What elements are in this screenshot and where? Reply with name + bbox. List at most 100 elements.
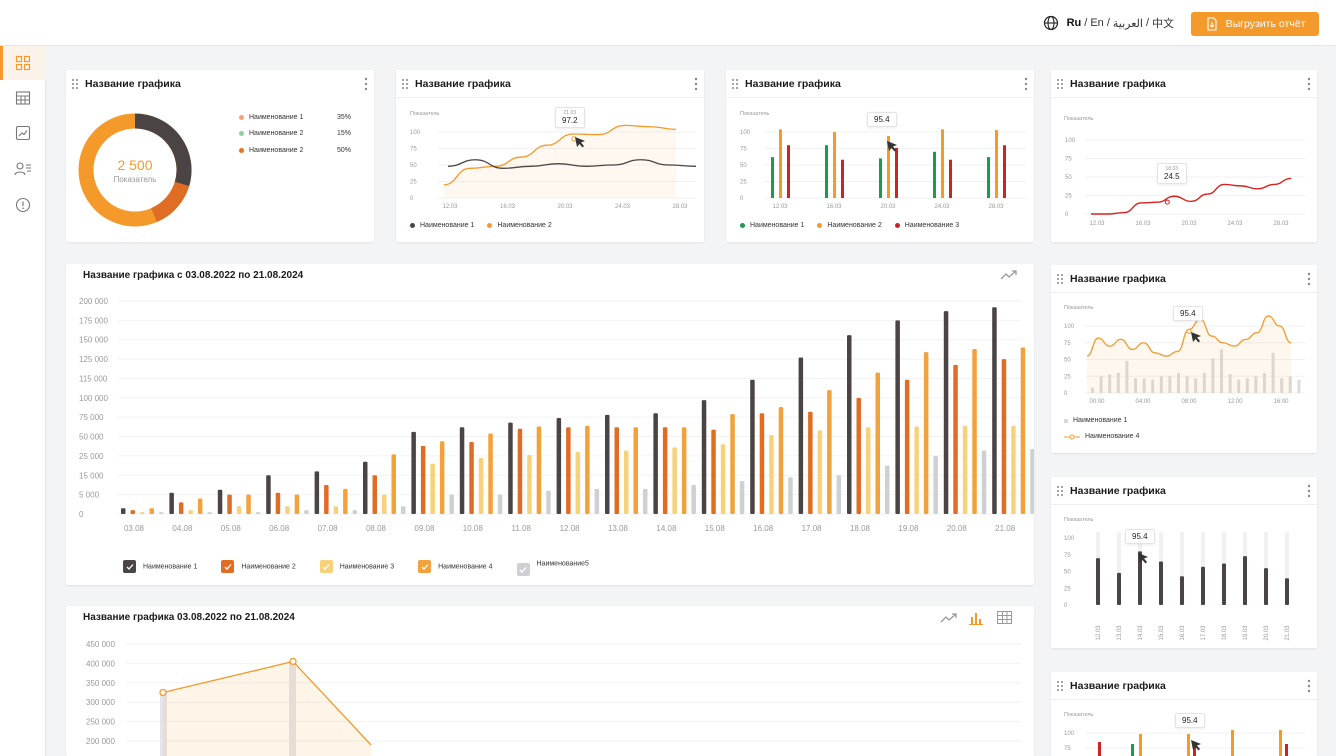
kebab-menu-icon[interactable]: [1307, 484, 1311, 498]
bar: [779, 129, 782, 198]
x-tick-label: 13.03: [1117, 625, 1123, 641]
divider: [1051, 97, 1317, 98]
x-tick-label: 18.08: [850, 524, 871, 533]
drag-handle-icon[interactable]: [731, 78, 739, 90]
chart-tooltip: 95.4: [1125, 529, 1155, 544]
card-title: Название графика с 03.08.2022 по 21.08.2…: [83, 270, 304, 281]
kebab-menu-icon[interactable]: [694, 77, 698, 91]
kebab-menu-icon[interactable]: [1024, 77, 1028, 91]
x-tick-label: 21.03: [1285, 625, 1291, 641]
bar: [1096, 558, 1100, 605]
y-tick-label: 115 000: [79, 374, 108, 383]
bar: [981, 450, 987, 514]
sidebar-item-users[interactable]: [0, 152, 46, 186]
big-bar-chart: 0 5 000 15 000 25 000 50 000 75 000 100 000 115…: [79, 297, 1034, 533]
drag-handle-icon[interactable]: [401, 78, 409, 90]
bar: [1243, 556, 1247, 605]
y-tick-label: 0: [79, 510, 84, 519]
bar: [1030, 448, 1034, 514]
legend-item[interactable]: Наименование 1: [123, 560, 197, 573]
grouped-bar-chart: 0 25 50 75 100 12.03 16.03 20.03 24.03 28.03: [740, 129, 1026, 210]
drag-handle-icon[interactable]: [1056, 78, 1064, 90]
bar: [847, 335, 852, 514]
grouped-bar-card: Название графика Показатель 0 25 50 75 100 12…: [726, 70, 1034, 242]
y-tick-label: 150 000: [79, 336, 108, 345]
lang-ru[interactable]: Ru: [1066, 17, 1082, 29]
bar: [614, 427, 619, 514]
trend-icon[interactable]: [940, 612, 958, 624]
legend-item[interactable]: Наименование 4: [418, 560, 493, 573]
legend-item: Наименование 2 15%: [239, 130, 351, 137]
bar: [439, 441, 445, 514]
bar: [904, 379, 910, 514]
drag-handle-icon[interactable]: [71, 78, 79, 90]
bar-chart-icon[interactable]: [969, 611, 983, 625]
bar: [1237, 379, 1241, 393]
bar: [949, 159, 952, 198]
divider: [1051, 699, 1317, 700]
bar: [933, 151, 936, 198]
drag-handle-icon[interactable]: [1056, 680, 1064, 692]
table-icon[interactable]: [997, 611, 1012, 624]
bar-track: [1180, 532, 1184, 605]
x-tick-label: 16.03: [1180, 625, 1186, 641]
bar: [575, 452, 581, 514]
x-tick-label: 00:00: [1089, 399, 1105, 405]
legend-item: Наименование 2 50%: [239, 147, 351, 154]
kebab-menu-icon[interactable]: [1307, 272, 1311, 286]
card-title: Название графика: [745, 78, 841, 90]
bar: [1220, 349, 1223, 393]
chart-legend: Наименование 1 Наименование 2 Наименован…: [123, 557, 589, 576]
chart-tooltip: 95.4: [1175, 713, 1205, 728]
bar: [1125, 360, 1129, 393]
bar: [255, 512, 261, 514]
axis-label: Показатель: [410, 111, 440, 117]
legend-label: Наименование 1: [249, 114, 304, 121]
y-tick-label: 250 000: [86, 718, 115, 727]
sidebar-item-dashboard[interactable]: [0, 46, 46, 80]
bar: [788, 477, 793, 514]
y-tick-label: 25: [410, 180, 417, 186]
area-fill: [1087, 315, 1291, 393]
y-tick-label: 100: [410, 130, 421, 136]
trend-icon[interactable]: [1000, 269, 1018, 281]
bar: [1098, 742, 1101, 756]
big-bar-chart-card: Название графика с 03.08.2022 по 21.08.2…: [66, 264, 1034, 585]
legend-item[interactable]: Наименование 3: [319, 560, 394, 573]
lang-separator: /: [1145, 17, 1149, 29]
lang-ar[interactable]: العربية: [1112, 17, 1143, 30]
lang-zh[interactable]: 中文: [1152, 18, 1174, 30]
lang-en[interactable]: En: [1090, 17, 1104, 29]
x-tick-label: 06.08: [269, 524, 290, 533]
x-tick-label: 20.03: [1264, 625, 1270, 641]
bar: [1151, 379, 1155, 393]
y-tick-label: 100: [1064, 324, 1075, 330]
cursor-icon: [887, 141, 897, 152]
bar: [285, 506, 290, 514]
legend-item[interactable]: Наименование 2: [221, 560, 296, 573]
bar: [987, 157, 990, 198]
sidebar-item-table[interactable]: [0, 81, 46, 115]
chart-tooltip: 18.03 24.5: [1157, 163, 1187, 184]
y-tick-label: 200 000: [79, 297, 108, 306]
bar: [972, 349, 977, 514]
kebab-menu-icon[interactable]: [364, 77, 368, 91]
legend-swatch: [239, 115, 244, 120]
legend-item: Наименование 1 Наименование 2 Наименован…: [740, 222, 959, 229]
legend-swatch: [410, 223, 415, 228]
sidebar-item-alerts[interactable]: [0, 188, 46, 222]
sidebar-item-charts[interactable]: [0, 116, 46, 150]
drag-handle-icon[interactable]: [1056, 485, 1064, 497]
bar: [1271, 352, 1275, 393]
legend-swatch: [817, 223, 823, 228]
y-tick-label: 25: [1064, 374, 1071, 380]
legend-item[interactable]: Наименование5: [516, 557, 589, 576]
lang-separator: /: [1106, 17, 1110, 29]
bar: [866, 427, 871, 514]
export-report-button[interactable]: Выгрузить отчёт: [1191, 12, 1319, 36]
bar: [1142, 378, 1146, 393]
drag-handle-icon[interactable]: [1056, 273, 1064, 285]
kebab-menu-icon[interactable]: [1307, 77, 1311, 91]
axis-label: Показатель: [1064, 712, 1094, 718]
kebab-menu-icon[interactable]: [1307, 679, 1311, 693]
